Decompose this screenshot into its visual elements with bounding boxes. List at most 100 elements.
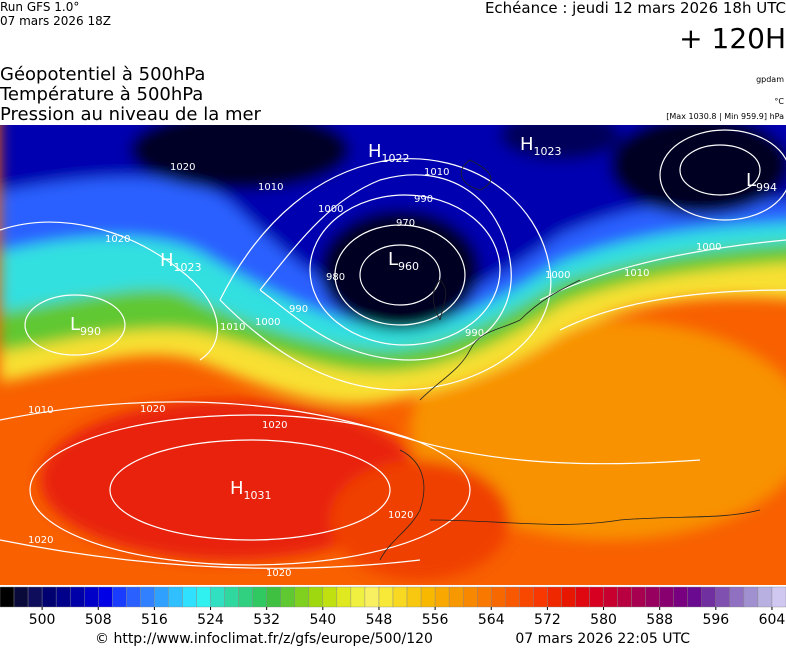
isobar-label: 1000 [255,317,280,328]
colorbar-cell [392,586,408,608]
colorbar-cell [13,586,29,608]
center-letter: H [520,134,534,155]
lead-time: + 120H [679,22,786,55]
colorbar-cell [448,586,464,608]
colorbar-cell [154,586,169,608]
isobar-label: 990 [289,304,308,315]
colorbar-tick-label: 540 [309,612,336,628]
title: Pression au niveau de la mer [0,104,262,125]
generated: 07 mars 2026 22:05 UTC [515,631,690,647]
colorbar-cell [210,586,225,608]
isobar-label: 1020 [105,234,130,245]
isobar-label: 1000 [545,270,570,281]
colorbar-cell [519,586,534,608]
isobar-label: 970 [396,218,415,229]
colorbar-cell [112,586,127,608]
colorbar-cell [757,586,773,608]
colorbar-cell [645,586,660,608]
source: © http://www.infoclimat.fr/z/gfs/europe/… [95,631,433,647]
colorbar-tick-label: 596 [702,612,729,628]
isobar-labels: 1020 1010 1020 1000 990 970 980 990 1000… [28,162,721,579]
colorbar-cell [631,586,646,608]
isobar-label: 1020 [170,162,195,173]
colorbar-cell [729,586,745,608]
colorbar-cell [715,586,731,608]
colorbar-cell [364,586,380,608]
colorbar-cell [322,586,338,608]
colorbar-cell [378,586,394,608]
colorbar-cell [294,586,309,608]
center-letter: H [368,141,382,162]
colorbar-tick-label: 604 [759,612,786,628]
colorbar-cell [336,586,352,608]
colorbar-cell [561,586,576,608]
isobar-label: 1020 [262,420,287,431]
colorbar-cell [701,586,717,608]
colorbar-cell [350,586,366,608]
colorbar-cell [69,586,85,608]
pressure-center: H1031 [230,478,272,502]
colorbar-cell [659,586,674,608]
isobar-label: 1000 [318,204,343,215]
center-letter: H [230,478,244,499]
valid-time: Echéance : jeudi 12 mars 2026 18h UTC [485,0,786,17]
colorbar-tick-label: 580 [590,612,617,628]
isobar-label: 1010 [28,405,53,416]
colorbar-cell [589,586,604,608]
center-letter: H [160,250,174,271]
isobar-label: 980 [326,272,345,283]
colorbar-cell [196,586,211,608]
center-value: 990 [80,325,101,338]
isobar-label: 1020 [28,535,53,546]
colorbar-cell [462,586,478,608]
colorbar-cell [0,586,15,608]
map: H1022 H1023 L994 H1023 L960 L990 H1031 1… [0,125,786,585]
colorbar-cell [771,586,786,608]
title: Température à 500hPa [0,84,203,105]
colorbar-cell [27,586,43,608]
colorbar-tick-label: 524 [197,612,224,628]
colorbar-cell [308,586,324,608]
colorbar-cell [224,586,239,608]
colorbar-tick-label: 556 [422,612,449,628]
colorbar-cell [252,586,267,608]
colorbar-cell [477,586,492,608]
isobar-label: 990 [465,328,484,339]
pressure-center: H1023 [520,134,562,158]
colorbar-cell [743,586,759,608]
pressure-center: L994 [746,170,777,194]
isobar-label: 1010 [624,268,649,279]
colorbar-cell [434,586,450,608]
unit: [Max 1030.8 | Min 959.9] hPa [666,112,784,121]
center-value: 960 [398,260,419,273]
center-letter: L [70,314,80,335]
run-date: 07 mars 2026 18Z [0,14,111,28]
colorbar-cell [491,586,506,608]
colorbar-cell [420,586,436,608]
colorbar-cell [84,586,99,608]
isobars [0,129,786,569]
colorbar-cell [182,586,197,608]
colorbar-cell [41,586,57,608]
isobar-label: 1010 [424,167,449,178]
colorbar-tick-label: 532 [253,612,280,628]
colorbar-cell [168,586,183,608]
run: Run GFS 1.0° [0,0,79,14]
colorbar-cell [55,586,71,608]
isobar-label: 1020 [266,568,291,579]
isobar-label: 1000 [696,242,721,253]
title: Géopotentiel à 500hPa [0,64,205,85]
colorbar-cell [575,586,590,608]
colorbar-cell [266,586,281,608]
center-value: 1023 [174,261,202,274]
colorbar-cell [98,586,113,608]
colorbar-cell [126,586,141,608]
pressure-centers: H1022 H1023 L994 H1023 L960 L990 H1031 [70,134,777,502]
unit: °C [774,97,784,106]
colorbar-tick-label: 516 [141,612,168,628]
colorbar-tick-label: 548 [366,612,393,628]
center-value: 1031 [244,489,272,502]
colorbar: 500 508 516 524 532 540 548 556 564 572 580 588 596 6… [0,586,786,628]
